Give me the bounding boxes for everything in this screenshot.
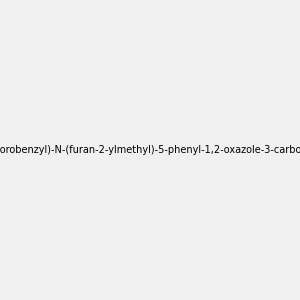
Text: N-(4-fluorobenzyl)-N-(furan-2-ylmethyl)-5-phenyl-1,2-oxazole-3-carboxamide: N-(4-fluorobenzyl)-N-(furan-2-ylmethyl)-… <box>0 145 300 155</box>
